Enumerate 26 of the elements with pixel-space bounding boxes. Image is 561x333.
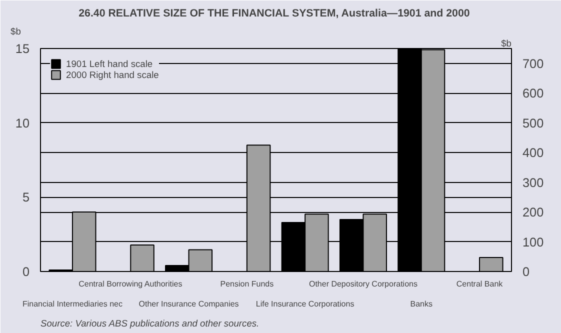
y-tick-label: 5 xyxy=(22,190,30,205)
source-note: Source: Various ABS publications and other sources. xyxy=(40,318,260,328)
y2-axis-title: $b xyxy=(501,38,512,48)
x-tick-label: Life Insurance Corporations xyxy=(256,300,354,308)
y2-tick-label: 700 xyxy=(522,56,544,71)
x-tick-label: Central Borrowing Authorities xyxy=(78,280,182,288)
y2-tick-label: 300 xyxy=(522,176,544,190)
x-tick-label: Other Insurance Companies xyxy=(138,300,239,308)
y2-tick-label: 200 xyxy=(522,206,544,220)
x-tick-label: Financial Intermediaries nec xyxy=(22,300,123,308)
chart-title: 26.40 RELATIVE SIZE OF THE FINANCIAL SYSTEM, Australia—1901 and 2000 xyxy=(78,8,470,20)
legend-label: 1901 Left hand scale xyxy=(66,58,153,69)
y2-tick-label: 100 xyxy=(522,235,544,250)
y2-tick-label: 600 xyxy=(522,86,544,101)
y2-tick-label: 500 xyxy=(522,116,544,130)
y2-tick-label: 0 xyxy=(522,265,530,279)
x-tick-label: Banks xyxy=(410,300,432,308)
legend-label: 2000 Right hand scale xyxy=(66,69,159,80)
y-tick-label: 15 xyxy=(15,42,30,56)
y-tick-label: 10 xyxy=(15,116,30,130)
x-tick-label: Other Depository Corporations xyxy=(308,280,418,288)
x-tick-label: Central Bank xyxy=(456,280,504,288)
y-tick-label: 0 xyxy=(22,265,30,279)
x-tick-label: Pension Funds xyxy=(220,280,274,288)
y2-tick-label: 400 xyxy=(522,146,544,160)
y-axis-title: $b xyxy=(10,26,21,36)
